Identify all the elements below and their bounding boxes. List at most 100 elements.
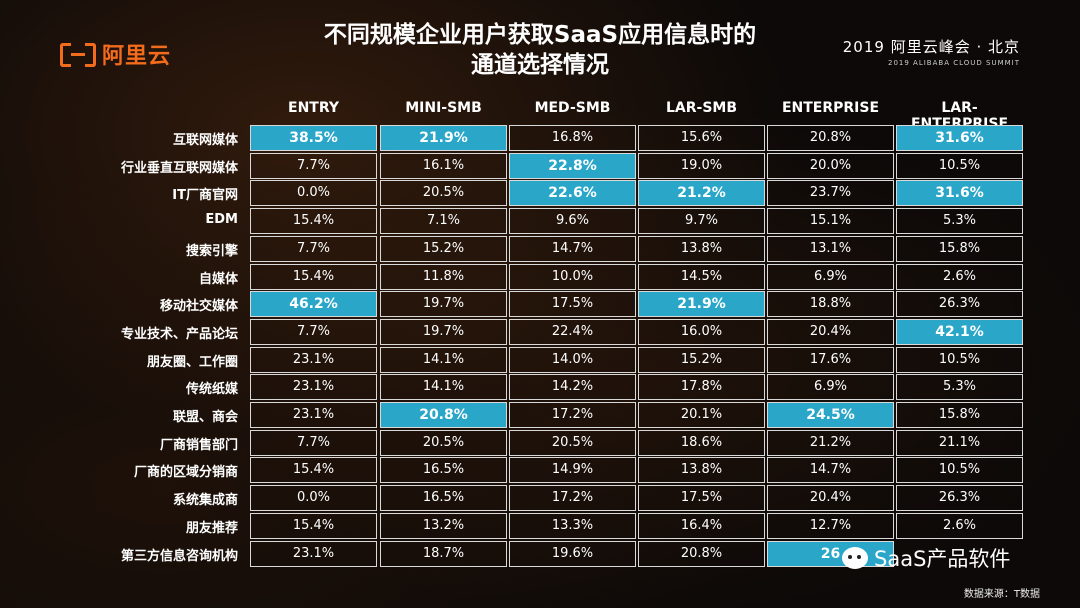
- table-cell: 22.4%: [509, 318, 636, 345]
- table-cell: 26.3%: [896, 485, 1023, 512]
- table-cell: 20.4%: [767, 485, 894, 512]
- table-cell: 22.6%: [509, 180, 636, 207]
- table-cell: 10.0%: [509, 263, 636, 290]
- table-cell: 19.7%: [380, 318, 507, 345]
- table-cell: 0.0%: [250, 180, 377, 207]
- row-label: 朋友圈、工作圈: [146, 354, 238, 370]
- table-cell: 15.2%: [380, 235, 507, 262]
- watermark-text: SaaS产品软件: [874, 547, 1011, 571]
- row-label: 互联网媒体: [172, 133, 238, 148]
- table-cell: 23.1%: [250, 374, 377, 401]
- data-source: 数据来源：T数据: [963, 589, 1040, 600]
- table-cell: 2.6%: [896, 263, 1023, 290]
- column-header: MED-SMB: [534, 100, 611, 116]
- table-cell: 22.8%: [509, 152, 636, 179]
- title-line-2: 通道选择情况: [471, 52, 609, 78]
- table-cell: 17.5%: [509, 291, 636, 318]
- row-label: 自媒体: [198, 271, 238, 287]
- table-cell: 15.4%: [250, 512, 377, 539]
- row-label: 第三方信息咨询机构: [120, 548, 238, 564]
- table-cell: 17.2%: [509, 485, 636, 512]
- table-cell: 20.4%: [767, 318, 894, 345]
- wechat-watermark: SaaS产品软件: [842, 543, 1010, 573]
- table-cell: 13.2%: [380, 512, 507, 539]
- table-cell: 14.0%: [509, 346, 636, 373]
- table-cell: 31.6%: [896, 125, 1023, 151]
- row-label: EDM: [205, 212, 238, 228]
- table-cell: 15.8%: [896, 235, 1023, 262]
- table-cell: 24.5%: [767, 402, 894, 428]
- table-cell: 16.5%: [380, 485, 507, 512]
- table-cell: 21.1%: [896, 429, 1023, 456]
- table-cell: 18.6%: [638, 429, 765, 456]
- summit-title: 2019 阿里云峰会 · 北京: [842, 38, 1020, 56]
- table-cell: 26: [767, 540, 894, 567]
- row-label: 行业垂直互联网媒体: [120, 160, 238, 176]
- table-cell: 15.4%: [250, 457, 377, 484]
- table-cell: 7.7%: [250, 318, 377, 345]
- table-cell: 10.5%: [896, 346, 1023, 373]
- row-label: 厂商销售部门: [159, 437, 238, 453]
- table-cell: 6.9%: [767, 374, 894, 401]
- table-cell: 20.5%: [509, 429, 636, 456]
- table-cell: 16.8%: [509, 125, 636, 151]
- table-cell: 14.9%: [509, 457, 636, 484]
- table-cell: 14.7%: [509, 235, 636, 262]
- table-cell: 13.3%: [509, 512, 636, 539]
- table-cell: 13.1%: [767, 235, 894, 262]
- table-cell: 19.6%: [509, 540, 636, 567]
- column-header: ENTERPRISE: [781, 100, 880, 116]
- table-cell: 15.1%: [767, 208, 894, 235]
- table-cell: 19.0%: [638, 152, 765, 179]
- table-cell: 15.6%: [638, 125, 765, 151]
- table-cell: 20.8%: [380, 402, 507, 428]
- table-cell: 31.6%: [896, 180, 1023, 207]
- table-cell: 2.6%: [896, 512, 1023, 539]
- logo-text: 阿里云: [102, 44, 172, 69]
- table-cell: 0.0%: [250, 485, 377, 512]
- table-cell: 21.9%: [638, 291, 765, 318]
- table-cell: 14.1%: [380, 346, 507, 373]
- table-cell: 10.5%: [896, 457, 1023, 484]
- table-cell: 14.7%: [767, 457, 894, 484]
- table-cell: 20.1%: [638, 402, 765, 428]
- table-cell: 13.8%: [638, 235, 765, 262]
- table-cell: 16.5%: [380, 457, 507, 484]
- table-cell: 26.3%: [896, 291, 1023, 318]
- row-label: 专业技术、产品论坛: [120, 326, 238, 342]
- row-label: 移动社交媒体: [159, 299, 238, 315]
- table-cell: 5.3%: [896, 208, 1023, 235]
- row-label: 搜索引擎: [185, 243, 238, 259]
- table-cell: 23.1%: [250, 540, 377, 567]
- table-cell: 6.9%: [767, 263, 894, 290]
- table-cell: 46.2%: [250, 291, 377, 318]
- table-cell: 20.5%: [380, 429, 507, 456]
- table-cell: 20.8%: [638, 540, 765, 567]
- summit-subtitle: 2019 ALIBABA CLOUD SUMMIT: [888, 59, 1020, 67]
- column-header: ENTRY: [288, 100, 339, 116]
- table-cell: 21.9%: [380, 125, 507, 151]
- table-cell: 15.8%: [896, 402, 1023, 428]
- table-cell: 21.2%: [767, 429, 894, 456]
- table-cell: 42.1%: [896, 318, 1023, 345]
- aliyun-logo-icon: [60, 43, 96, 67]
- table-cell: 9.7%: [638, 208, 765, 235]
- table-cell: 23.7%: [767, 180, 894, 207]
- row-label: 朋友推荐: [185, 520, 238, 536]
- table-cell: 20.5%: [380, 180, 507, 207]
- table-cell: 15.4%: [250, 263, 377, 290]
- row-label: 传统纸媒: [185, 382, 238, 398]
- table-cell: 10.5%: [896, 152, 1023, 179]
- table-cell: 23.1%: [250, 402, 377, 428]
- table-cell: 15.4%: [250, 208, 377, 235]
- table-cell: 17.6%: [767, 346, 894, 373]
- table-cell: 7.1%: [380, 208, 507, 235]
- table-cell: 13.8%: [638, 457, 765, 484]
- table-cell: 16.0%: [638, 318, 765, 345]
- table-cell: 17.5%: [638, 485, 765, 512]
- table-cell: 11.8%: [380, 263, 507, 290]
- slide-title: 不同规模企业用户获取SaaS应用信息时的 通道选择情况: [300, 20, 780, 80]
- table-cell: 17.2%: [509, 402, 636, 428]
- table-cell: 14.2%: [509, 374, 636, 401]
